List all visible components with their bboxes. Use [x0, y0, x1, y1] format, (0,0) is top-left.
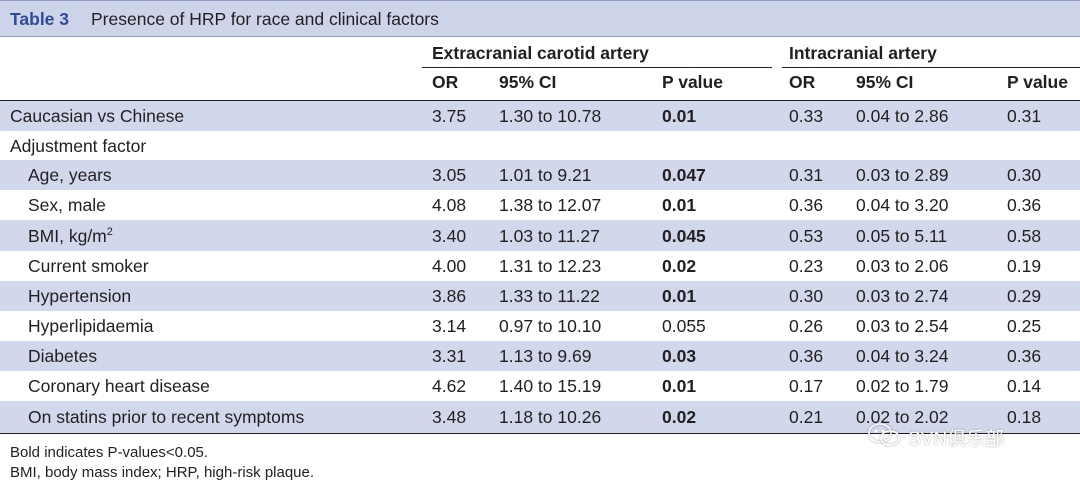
cell-ci-2: 0.02 to 1.79: [856, 376, 949, 396]
cell-or-1: 3.75: [432, 106, 467, 126]
table-title-bar: Table 3 Presence of HRP for race and cli…: [0, 0, 1080, 37]
cell-ci-1: 1.18 to 10.26: [499, 407, 602, 427]
cell-ci-1: 1.13 to 9.69: [499, 346, 592, 366]
cell-ci-2: 0.04 to 2.86: [856, 106, 949, 126]
table-label: Table 3: [10, 9, 70, 29]
cell-ci-1: 1.33 to 11.22: [499, 286, 600, 306]
col-header-p-1: P value: [662, 72, 723, 92]
cell-p-2: 0.18: [1007, 407, 1042, 427]
row-label: Sex, male: [28, 195, 106, 215]
cell-ci-1: 1.38 to 12.07: [499, 195, 602, 215]
wechat-icon: [868, 423, 900, 446]
cell-p-2: 0.31: [1007, 106, 1042, 126]
cell-or-2: 0.36: [789, 346, 824, 366]
col-header-or-1: OR: [432, 72, 459, 92]
cell-or-1: 3.86: [432, 286, 467, 306]
group-underline-intracranial: [782, 67, 1080, 68]
row-label: Coronary heart disease: [28, 376, 210, 396]
cell-p-2: 0.29: [1007, 286, 1042, 306]
cell-p-2: 0.30: [1007, 165, 1042, 185]
cell-or-2: 0.21: [789, 407, 824, 427]
row-label: BMI, kg/m2: [28, 226, 113, 246]
cell-p-1: 0.01: [662, 106, 697, 126]
cell-or-1: 3.14: [432, 316, 467, 336]
cell-ci-1: 0.97 to 10.10: [499, 316, 602, 336]
cell-p-2: 0.19: [1007, 256, 1042, 276]
cell-ci-2: 0.03 to 2.54: [856, 316, 949, 336]
row-band: [0, 281, 1080, 311]
row-label: On statins prior to recent symptoms: [28, 407, 305, 427]
cell-or-1: 3.05: [432, 165, 467, 185]
footnote-abbrev: BMI, body mass index; HRP, high-risk pla…: [10, 464, 315, 481]
cell-or-2: 0.30: [789, 286, 824, 306]
cell-p-2: 0.36: [1007, 195, 1042, 215]
cell-or-2: 0.36: [789, 195, 824, 215]
cell-or-2: 0.31: [789, 165, 824, 185]
row-band: [0, 160, 1080, 190]
cell-p-1: 0.045: [662, 226, 706, 246]
cell-p-1: 0.01: [662, 376, 697, 396]
cell-p-2: 0.36: [1007, 346, 1042, 366]
watermark: SVN俱乐部: [866, 421, 1046, 450]
cell-p-2: 0.58: [1007, 226, 1042, 246]
row-band: [0, 220, 1080, 251]
cell-p-1: 0.01: [662, 286, 697, 306]
group-header-intracranial: Intracranial artery: [789, 43, 937, 63]
row-label: Diabetes: [28, 346, 98, 366]
cell-ci-1: 1.03 to 11.27: [499, 226, 600, 246]
cell-or-2: 0.33: [789, 106, 824, 126]
cell-p-1: 0.055: [662, 316, 706, 336]
col-header-ci-2: 95% CI: [856, 72, 914, 92]
group-header-extracranial: Extracranial carotid artery: [432, 43, 649, 63]
cell-ci-2: 0.05 to 5.11: [856, 226, 948, 246]
col-header-p-2: P value: [1007, 72, 1068, 92]
cell-or-2: 0.23: [789, 256, 824, 276]
cell-or-1: 4.00: [432, 256, 467, 276]
col-header-ci-1: 95% CI: [499, 72, 557, 92]
footnote-bold: Bold indicates P-values<0.05.: [10, 444, 209, 461]
cell-ci-2: 0.04 to 3.24: [856, 346, 949, 366]
cell-ci-2: 0.03 to 2.74: [856, 286, 949, 306]
row-label: Caucasian vs Chinese: [10, 106, 185, 126]
row-band: [0, 401, 1080, 433]
cell-ci-2: 0.03 to 2.06: [856, 256, 949, 276]
cell-p-2: 0.25: [1007, 316, 1042, 336]
group-underline-extracranial: [422, 67, 772, 68]
cell-p-1: 0.02: [662, 407, 697, 427]
cell-ci-1: 1.30 to 10.78: [499, 106, 602, 126]
watermark-text: SVN俱乐部: [908, 429, 1005, 450]
cell-or-2: 0.53: [789, 226, 824, 246]
cell-or-1: 4.08: [432, 195, 467, 215]
cell-ci-2: 0.02 to 2.02: [856, 407, 949, 427]
bottom-rule: [0, 433, 1080, 434]
row-label: Hypertension: [28, 286, 132, 306]
cell-or-1: 3.40: [432, 226, 467, 246]
cell-or-2: 0.26: [789, 316, 824, 336]
row-band: [0, 341, 1080, 371]
table-caption: Presence of HRP for race and clinical fa…: [91, 9, 439, 29]
row-label: Adjustment factor: [10, 136, 147, 156]
cell-or-1: 3.31: [432, 346, 467, 366]
cell-or-2: 0.17: [789, 376, 824, 396]
cell-or-1: 3.48: [432, 407, 467, 427]
cell-or-1: 4.62: [432, 376, 467, 396]
row-label: Current smoker: [28, 256, 149, 276]
cell-ci-1: 1.01 to 9.21: [499, 165, 592, 185]
row-label-superscript: 2: [106, 226, 113, 239]
cell-ci-2: 0.04 to 3.20: [856, 195, 949, 215]
cell-ci-2: 0.03 to 2.89: [856, 165, 949, 185]
row-label: Age, years: [28, 165, 112, 185]
row-band: [0, 101, 1080, 131]
cell-ci-1: 1.31 to 12.23: [499, 256, 602, 276]
col-header-or-2: OR: [789, 72, 816, 92]
cell-ci-1: 1.40 to 15.19: [499, 376, 602, 396]
cell-p-1: 0.02: [662, 256, 697, 276]
cell-p-1: 0.03: [662, 346, 697, 366]
cell-p-2: 0.14: [1007, 376, 1042, 396]
row-label: Hyperlipidaemia: [28, 316, 154, 336]
cell-p-1: 0.01: [662, 195, 697, 215]
cell-p-1: 0.047: [662, 165, 706, 185]
header-rule: [0, 100, 1080, 101]
